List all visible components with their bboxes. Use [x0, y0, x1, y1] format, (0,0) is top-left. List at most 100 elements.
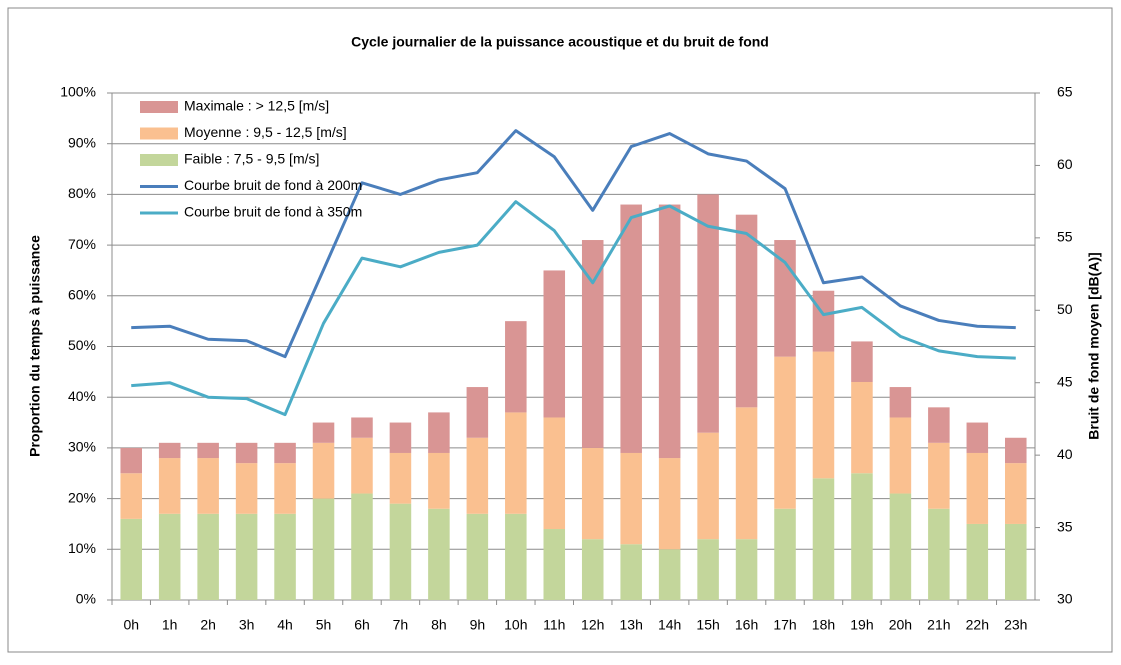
bar: [505, 412, 527, 514]
y2-tick-label: 50: [1057, 301, 1073, 317]
bar: [889, 417, 912, 494]
legend-swatch: [140, 101, 178, 113]
bar: [312, 442, 335, 499]
x-tick-label: 11h: [543, 617, 565, 633]
bar: [966, 452, 989, 524]
line-series: [131, 129, 1016, 359]
bar: [120, 447, 142, 474]
x-tick-label: 21h: [927, 617, 950, 633]
y-tick-label: 60%: [68, 287, 96, 303]
bar: [505, 321, 527, 413]
bar: [1005, 463, 1027, 524]
x-tick-label: 12h: [581, 617, 604, 633]
y2-tick-label: 40: [1057, 446, 1073, 462]
bar: [543, 270, 566, 418]
y2-tick-label: 55: [1057, 229, 1073, 245]
bar: [697, 194, 719, 433]
bar: [658, 549, 681, 600]
x-tick-label: 23h: [1004, 617, 1027, 633]
x-tick-label: 5h: [316, 617, 332, 633]
bar: [389, 422, 412, 453]
bar: [466, 437, 489, 514]
x-tick-label: 22h: [966, 617, 989, 633]
y-tick-label: 40%: [68, 388, 96, 404]
x-tick-label: 16h: [735, 617, 758, 633]
x-tick-label: 3h: [239, 617, 255, 633]
bar: [889, 387, 912, 418]
bar: [466, 513, 489, 600]
bar: [581, 240, 604, 448]
legend-label: Courbe bruit de fond à 200m: [184, 177, 362, 193]
bar: [581, 447, 604, 540]
y2-tick-label: 35: [1057, 518, 1073, 534]
y-tick-label: 50%: [68, 337, 96, 353]
y-tick-label: 0%: [76, 591, 96, 607]
legend-label: Maximale : > 12,5 [m/s]: [184, 98, 329, 114]
bar: [928, 442, 950, 509]
y-tick-label: 90%: [68, 134, 96, 150]
bar: [235, 463, 258, 514]
bar: [620, 452, 642, 545]
y-tick-label: 30%: [68, 439, 96, 455]
bar: [505, 513, 527, 600]
bar: [428, 412, 450, 453]
bar: [620, 204, 642, 453]
bar: [966, 523, 989, 600]
bar: [158, 442, 181, 459]
x-tick-label: 2h: [200, 617, 216, 633]
bar: [581, 539, 604, 600]
x-tick-label: 20h: [889, 617, 912, 633]
bar: [158, 458, 181, 514]
bar: [312, 422, 335, 443]
bar: [274, 513, 296, 600]
bar: [274, 442, 296, 464]
x-tick-label: 18h: [812, 617, 835, 633]
bar: [351, 493, 373, 600]
bar: [620, 544, 642, 600]
legend-label: Courbe bruit de fond à 350m: [184, 204, 362, 220]
bar: [774, 508, 796, 600]
x-tick-label: 15h: [696, 617, 719, 633]
y-tick-label: 10%: [68, 540, 96, 556]
x-tick-label: 7h: [393, 617, 409, 633]
bar: [1005, 523, 1027, 600]
y2-tick-label: 45: [1057, 373, 1073, 389]
y2-tick-label: 60: [1057, 156, 1073, 172]
y-tick-label: 20%: [68, 489, 96, 505]
bar: [812, 351, 835, 479]
x-tick-label: 10h: [504, 617, 527, 633]
y-tick-label: 80%: [68, 185, 96, 201]
bar: [812, 478, 835, 600]
x-tick-label: 6h: [354, 617, 370, 633]
bar: [1005, 437, 1027, 464]
bar: [120, 518, 142, 600]
bar: [774, 356, 796, 509]
bar: [851, 341, 873, 382]
y2-tick-label: 30: [1057, 591, 1073, 607]
bar: [197, 458, 219, 514]
bar: [966, 422, 989, 453]
bar: [928, 407, 950, 443]
line-series: [131, 200, 1016, 417]
x-tick-label: 1h: [162, 617, 178, 633]
legend-label: Moyenne : 9,5 - 12,5 [m/s]: [184, 124, 347, 140]
y2-axis-title: Bruit de fond moyen [dB(A)]: [1086, 252, 1102, 439]
bar: [735, 539, 758, 600]
bar: [235, 513, 258, 600]
chart-title: Cycle journalier de la puissance acousti…: [351, 34, 769, 50]
bar: [235, 442, 258, 464]
x-tick-label: 0h: [123, 617, 139, 633]
bar: [735, 407, 758, 540]
x-tick-label: 19h: [850, 617, 873, 633]
legend-swatch: [140, 127, 178, 140]
y-tick-label: 100%: [60, 84, 96, 100]
x-tick-label: 14h: [658, 617, 681, 633]
bar: [197, 513, 219, 600]
bar: [428, 508, 450, 600]
bar: [120, 473, 142, 519]
x-tick-label: 13h: [620, 617, 643, 633]
y-tick-label: 70%: [68, 236, 96, 252]
bar: [735, 214, 758, 408]
bar: [658, 204, 681, 459]
